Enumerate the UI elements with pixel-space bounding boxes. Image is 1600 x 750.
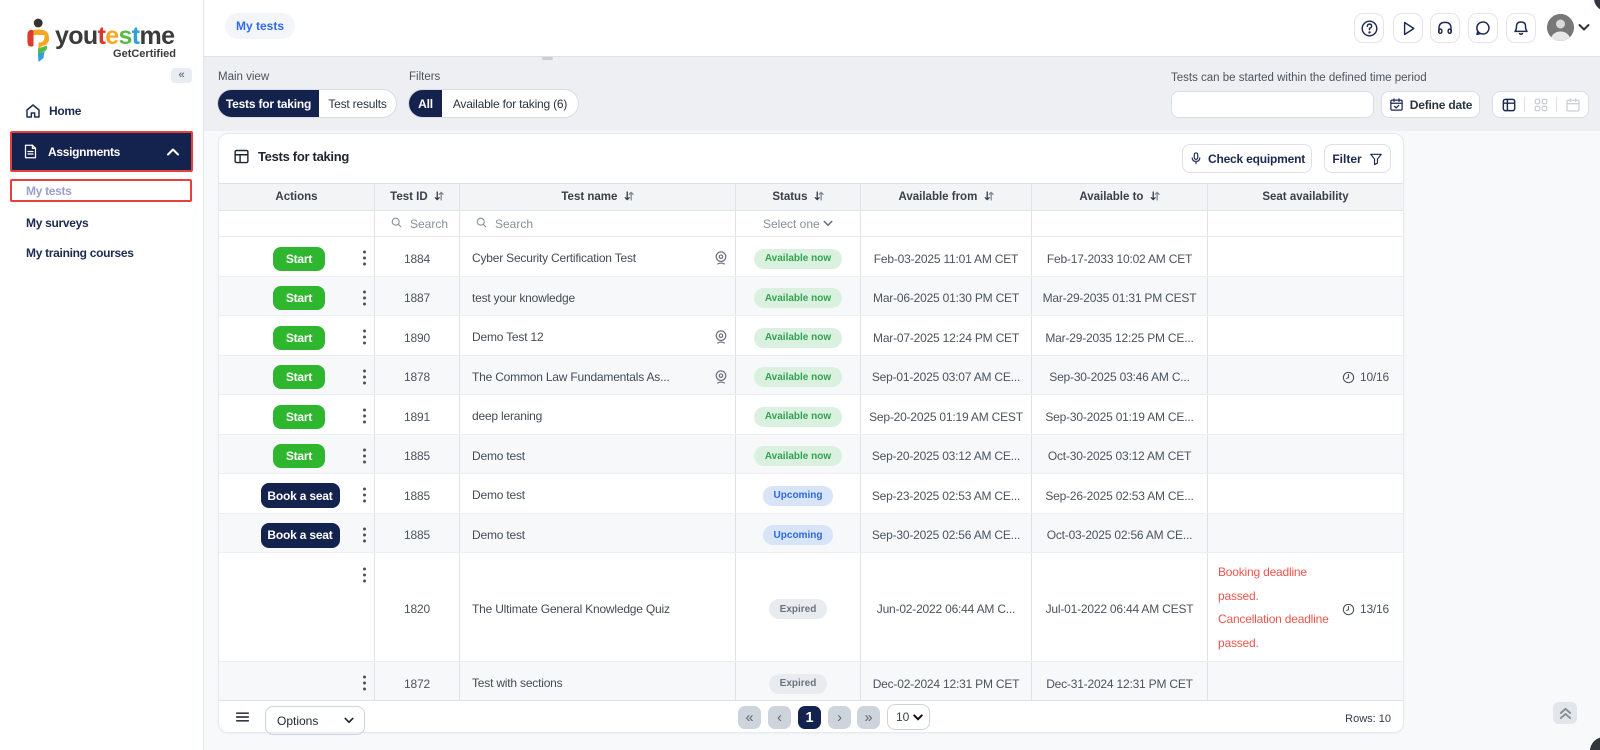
- svg-text:youtestme: youtestme: [55, 22, 175, 50]
- svg-text:GetCertified: GetCertified: [113, 48, 176, 60]
